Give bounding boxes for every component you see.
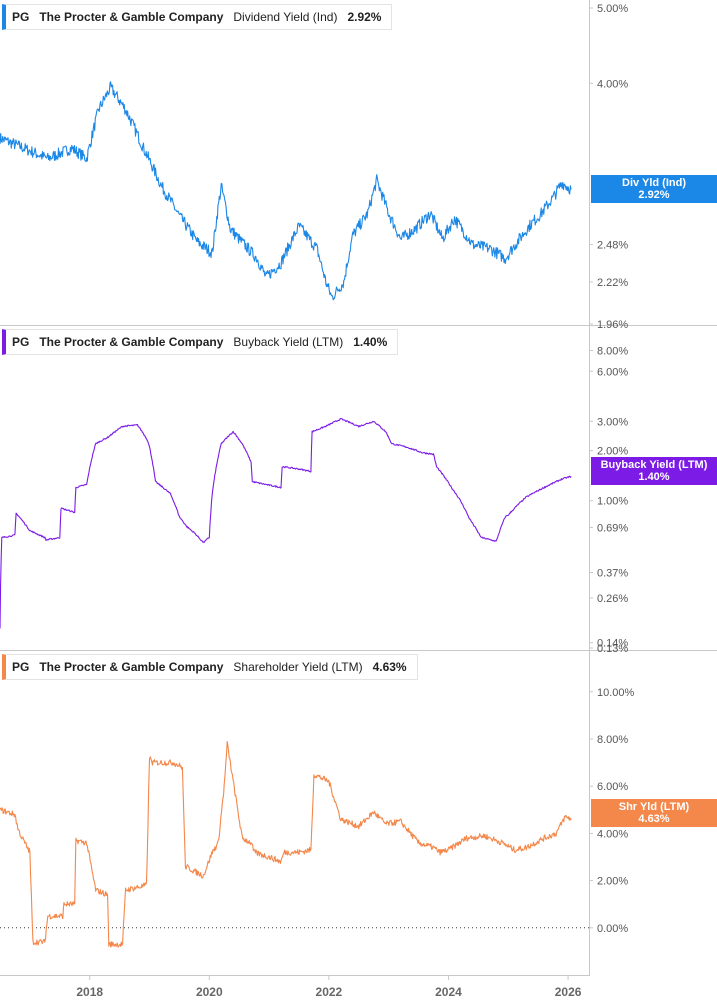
legend-company: The Procter & Gamble Company xyxy=(39,335,224,349)
legend-value: 4.63% xyxy=(372,660,407,674)
y-tick-label: 2.00% xyxy=(597,876,628,888)
legend-metric: Buyback Yield (LTM) xyxy=(233,335,344,349)
y-tick-label: 0.14% xyxy=(597,638,628,650)
legend-company: The Procter & Gamble Company xyxy=(39,660,224,674)
y-tick-label: 4.00% xyxy=(597,828,628,840)
legend-ticker: PG xyxy=(12,660,30,674)
y-tick-label: 5.00% xyxy=(597,3,628,15)
series-line xyxy=(0,741,572,948)
legend-shareholder-yield[interactable]: PG The Procter & Gamble Company Sharehol… xyxy=(2,654,418,680)
series-line xyxy=(0,417,572,629)
legend-dividend-yield[interactable]: PG The Procter & Gamble Company Dividend… xyxy=(2,4,393,30)
y-tick-label: 0.26% xyxy=(597,593,628,605)
x-tick-label: 2020 xyxy=(196,985,223,999)
last-value-flag-shareholder-yield: Shr Yld (LTM) 4.63% xyxy=(591,799,717,827)
flag-value: 4.63% xyxy=(638,813,670,825)
flag-value: 2.92% xyxy=(638,189,670,201)
legend-ticker: PG xyxy=(12,10,30,24)
y-tick-label: 8.00% xyxy=(597,346,628,358)
x-tick-label: 2022 xyxy=(316,985,343,999)
x-tick-label: 2018 xyxy=(76,985,103,999)
x-tick-label: 2026 xyxy=(555,985,582,999)
series-line xyxy=(0,81,572,301)
y-tick-label: 0.69% xyxy=(597,522,628,534)
flag-label: Div Yld (Ind) xyxy=(622,177,686,189)
legend-company: The Procter & Gamble Company xyxy=(39,10,224,24)
legend-ticker: PG xyxy=(12,335,30,349)
y-tick-label: 4.00% xyxy=(597,78,628,90)
y-tick-label: 1.96% xyxy=(597,319,628,331)
y-tick-label: 3.00% xyxy=(597,416,628,428)
flag-value: 1.40% xyxy=(638,471,670,483)
legend-value: 2.92% xyxy=(347,10,382,24)
y-tick-label: 2.48% xyxy=(597,240,628,252)
flag-label: Shr Yld (LTM) xyxy=(618,801,690,813)
legend-value: 1.40% xyxy=(353,335,388,349)
y-tick-label: 0.00% xyxy=(597,923,628,935)
y-tick-label: 6.00% xyxy=(597,366,628,378)
y-tick-label: 0.13% xyxy=(597,643,628,655)
flag-label: Buyback Yield (LTM) xyxy=(600,459,708,471)
legend-metric: Dividend Yield (Ind) xyxy=(233,10,338,24)
last-value-flag-buyback-yield: Buyback Yield (LTM) 1.40% xyxy=(591,457,717,485)
legend-buyback-yield[interactable]: PG The Procter & Gamble Company Buyback … xyxy=(2,329,399,355)
y-tick-label: 2.00% xyxy=(597,446,628,458)
y-tick-label: 0.37% xyxy=(597,567,628,579)
y-tick-label: 1.00% xyxy=(597,496,628,508)
y-tick-label: 6.00% xyxy=(597,781,628,793)
legend-metric: Shareholder Yield (LTM) xyxy=(233,660,363,674)
y-tick-label: 10.00% xyxy=(597,687,635,699)
last-value-flag-dividend-yield: Div Yld (Ind) 2.92% xyxy=(591,175,717,203)
y-tick-label: 2.22% xyxy=(597,277,628,289)
x-tick-label: 2024 xyxy=(435,985,462,999)
y-tick-label: 8.00% xyxy=(597,734,628,746)
